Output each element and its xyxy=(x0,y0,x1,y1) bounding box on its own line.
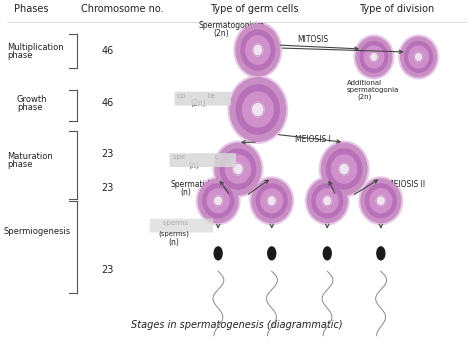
Text: spe             c: spe c xyxy=(173,154,218,160)
Text: (n): (n) xyxy=(181,188,191,197)
Ellipse shape xyxy=(214,196,223,206)
Text: (2n): (2n) xyxy=(213,29,229,38)
Ellipse shape xyxy=(327,149,362,189)
Text: phase: phase xyxy=(7,51,32,60)
Ellipse shape xyxy=(234,22,282,78)
Text: (2n): (2n) xyxy=(191,98,206,107)
Ellipse shape xyxy=(319,141,369,197)
Ellipse shape xyxy=(203,184,234,218)
Text: Phases: Phases xyxy=(14,4,48,14)
Text: 46: 46 xyxy=(101,46,113,56)
Ellipse shape xyxy=(364,46,384,68)
Ellipse shape xyxy=(246,36,270,64)
Ellipse shape xyxy=(305,177,349,225)
Ellipse shape xyxy=(268,247,276,260)
Ellipse shape xyxy=(415,52,422,61)
Text: phase: phase xyxy=(17,103,42,112)
Text: MITOSIS: MITOSIS xyxy=(298,35,328,44)
Text: MEIOSIS II: MEIOSIS II xyxy=(387,180,425,189)
Ellipse shape xyxy=(215,143,261,195)
Ellipse shape xyxy=(361,179,401,223)
Ellipse shape xyxy=(359,177,403,225)
Ellipse shape xyxy=(213,141,263,197)
Ellipse shape xyxy=(243,92,273,127)
Ellipse shape xyxy=(401,37,437,77)
Text: spermatogonia: spermatogonia xyxy=(347,87,400,93)
Ellipse shape xyxy=(237,85,279,134)
Ellipse shape xyxy=(370,52,378,61)
Ellipse shape xyxy=(198,179,238,223)
Ellipse shape xyxy=(376,196,385,206)
Ellipse shape xyxy=(332,155,357,183)
Text: (n): (n) xyxy=(169,238,180,247)
Ellipse shape xyxy=(207,189,229,213)
Text: Chromosome no.: Chromosome no. xyxy=(81,4,164,14)
Text: Additional: Additional xyxy=(347,80,382,86)
Text: MEIOSIS I: MEIOSIS I xyxy=(294,135,330,144)
Ellipse shape xyxy=(409,46,428,68)
Ellipse shape xyxy=(267,196,276,206)
Text: Maturation: Maturation xyxy=(7,152,53,161)
Ellipse shape xyxy=(252,179,292,223)
FancyBboxPatch shape xyxy=(174,92,231,105)
Text: Spermatogonium: Spermatogonium xyxy=(198,21,264,30)
Ellipse shape xyxy=(323,247,331,260)
Ellipse shape xyxy=(323,196,332,206)
Text: sperms: sperms xyxy=(155,220,188,225)
Ellipse shape xyxy=(356,37,392,77)
Text: Type of germ cells: Type of germ cells xyxy=(210,4,299,14)
Ellipse shape xyxy=(399,35,438,79)
Ellipse shape xyxy=(365,184,396,218)
Ellipse shape xyxy=(405,42,432,72)
Ellipse shape xyxy=(228,76,288,143)
Ellipse shape xyxy=(226,155,251,183)
Text: phase: phase xyxy=(7,160,32,169)
Ellipse shape xyxy=(236,24,280,76)
Ellipse shape xyxy=(256,184,287,218)
Text: 23: 23 xyxy=(101,265,113,275)
Text: Spermiogenesis: Spermiogenesis xyxy=(4,227,71,236)
Ellipse shape xyxy=(196,177,240,225)
Ellipse shape xyxy=(220,149,255,189)
Text: 23: 23 xyxy=(101,149,113,159)
Text: (2n): (2n) xyxy=(357,94,372,100)
Ellipse shape xyxy=(339,163,349,175)
Text: Stages in spermatogenesis (diagrammatic): Stages in spermatogenesis (diagrammatic) xyxy=(131,320,343,330)
Ellipse shape xyxy=(377,247,385,260)
Ellipse shape xyxy=(241,30,275,70)
Ellipse shape xyxy=(233,163,243,175)
Text: (sperms): (sperms) xyxy=(159,230,190,237)
Text: Multiplication: Multiplication xyxy=(7,43,64,52)
FancyBboxPatch shape xyxy=(170,153,236,167)
Text: 23: 23 xyxy=(101,183,113,193)
Ellipse shape xyxy=(230,78,286,141)
Ellipse shape xyxy=(370,189,392,213)
Ellipse shape xyxy=(250,177,293,225)
Ellipse shape xyxy=(252,102,264,117)
Text: 46: 46 xyxy=(101,98,113,107)
Text: Type of division: Type of division xyxy=(359,4,434,14)
Text: Spermatide: Spermatide xyxy=(171,180,215,189)
Text: Growth: Growth xyxy=(17,95,47,104)
Ellipse shape xyxy=(214,247,222,260)
Ellipse shape xyxy=(321,143,367,195)
Ellipse shape xyxy=(360,42,388,72)
Ellipse shape xyxy=(308,179,347,223)
Ellipse shape xyxy=(312,184,343,218)
Ellipse shape xyxy=(354,35,394,79)
Text: (n): (n) xyxy=(188,161,199,170)
Ellipse shape xyxy=(316,189,338,213)
FancyBboxPatch shape xyxy=(150,218,213,232)
Ellipse shape xyxy=(253,44,263,56)
Text: cp          te: cp te xyxy=(177,92,215,99)
Ellipse shape xyxy=(261,189,283,213)
